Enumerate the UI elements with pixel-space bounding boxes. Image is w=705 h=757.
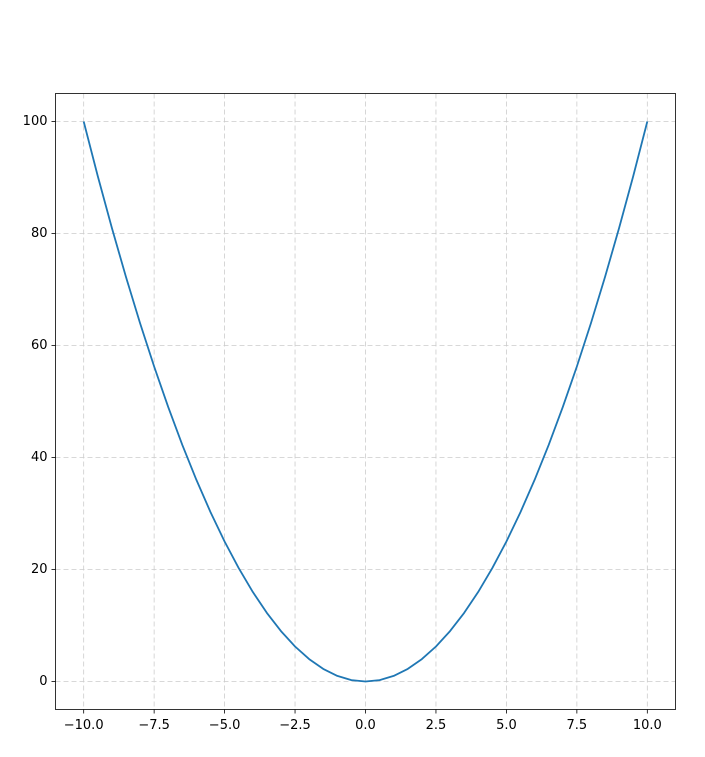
x-tick-label: −5.0 bbox=[209, 718, 241, 733]
y-tick-label: 100 bbox=[23, 114, 48, 129]
plot bbox=[82, 121, 649, 683]
x-tick-label: 7.5 bbox=[567, 718, 588, 733]
y-tick-label: 0 bbox=[39, 674, 47, 689]
x-tick-label: 10.0 bbox=[633, 718, 662, 733]
x-tick-label: 0.0 bbox=[355, 718, 376, 733]
y-tick-label: 80 bbox=[31, 226, 48, 241]
x-tick-label: −2.5 bbox=[279, 718, 311, 733]
y-tick-label: 60 bbox=[31, 338, 48, 353]
x-tick-label: −10.0 bbox=[64, 718, 104, 733]
grid bbox=[55, 93, 676, 710]
line bbox=[82, 121, 649, 683]
y-tick-label: 40 bbox=[31, 450, 48, 465]
y-tick-label: 20 bbox=[31, 562, 48, 577]
x-tick-label: −7.5 bbox=[138, 718, 170, 733]
x-tick-label: 5.0 bbox=[496, 718, 517, 733]
axes: −10.0 −7.5 −5.0 −2.5 0.0 2.5 5.0 7.5 10.0 0 20 40 60… bbox=[23, 114, 662, 733]
x-tick-label: 2.5 bbox=[426, 718, 447, 733]
